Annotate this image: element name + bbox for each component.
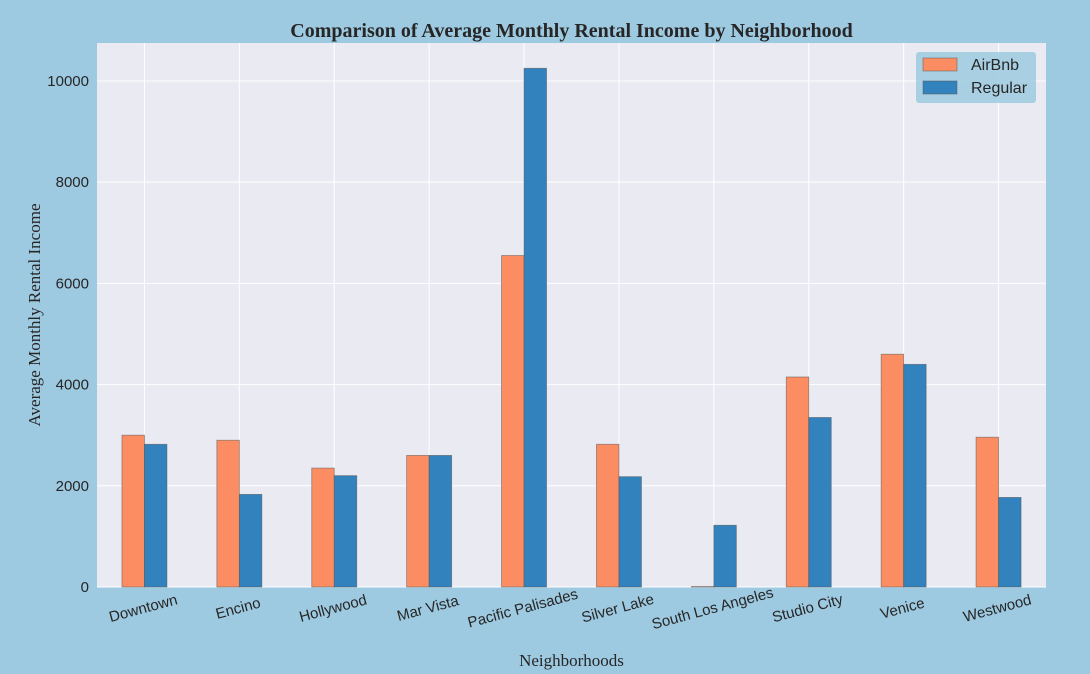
y-tick-label: 2000: [56, 478, 89, 495]
x-tick-label: Silver Lake: [580, 591, 656, 627]
x-tick-label: Encino: [214, 595, 263, 623]
legend-swatch: [922, 80, 958, 95]
bar-regular-studio-city: [808, 417, 832, 588]
bar-airbnb-venice: [880, 353, 905, 588]
bar-regular-pacific-palisades: [523, 67, 547, 588]
bar-airbnb-silver-lake: [596, 443, 620, 588]
bar-airbnb-encino: [216, 439, 240, 588]
bar-regular-venice: [903, 363, 927, 588]
x-tick-label: Venice: [879, 595, 927, 623]
x-tick-label: Downtown: [107, 591, 179, 626]
x-tick-label: Pacific Palisades: [466, 586, 580, 632]
y-tick-label: 6000: [56, 275, 89, 292]
bar-regular-south-los-angeles: [713, 524, 737, 588]
legend-swatch: [922, 57, 958, 72]
bar-airbnb-mar-vista: [406, 455, 430, 588]
x-tick-label: Studio City: [770, 591, 845, 626]
bars: [121, 67, 1022, 588]
x-tick-label: Mar Vista: [395, 592, 461, 625]
legend: AirBnb Regular: [916, 52, 1036, 103]
bar-airbnb-south-los-angeles: [690, 586, 715, 588]
bar-regular-westwood: [998, 497, 1022, 588]
y-axis-label: Average Monthly Rental Income: [25, 204, 44, 427]
legend-label: AirBnb: [971, 57, 1019, 74]
legend-label: Regular: [971, 80, 1028, 97]
bar-regular-silver-lake: [618, 476, 642, 588]
chart-title: Comparison of Average Monthly Rental Inc…: [290, 20, 852, 42]
bar-regular-mar-vista: [428, 455, 453, 588]
bar-regular-downtown: [144, 443, 168, 588]
y-axis-ticks: 0 2000 4000 6000 8000 10000: [47, 73, 89, 596]
x-tick-label: South Los Angeles: [650, 584, 775, 633]
y-tick-label: 0: [81, 579, 89, 596]
x-axis-ticks: Downtown Encino Hollywood Mar Vista Pacific …: [107, 584, 1033, 633]
bar-airbnb-hollywood: [311, 467, 335, 588]
bar-regular-hollywood: [333, 475, 358, 588]
y-tick-label: 8000: [56, 174, 89, 191]
bar-regular-encino: [238, 493, 263, 588]
x-tick-label: Westwood: [961, 591, 1033, 625]
y-tick-label: 4000: [56, 377, 89, 394]
y-tick-label: 10000: [47, 73, 89, 90]
bar-airbnb-studio-city: [785, 376, 810, 588]
bar-airbnb-downtown: [121, 434, 145, 588]
x-tick-label: Hollywood: [297, 591, 368, 625]
bar-airbnb-pacific-palisades: [501, 255, 525, 588]
bar-airbnb-westwood: [975, 436, 999, 588]
x-axis-label: Neighborhoods: [519, 651, 624, 670]
